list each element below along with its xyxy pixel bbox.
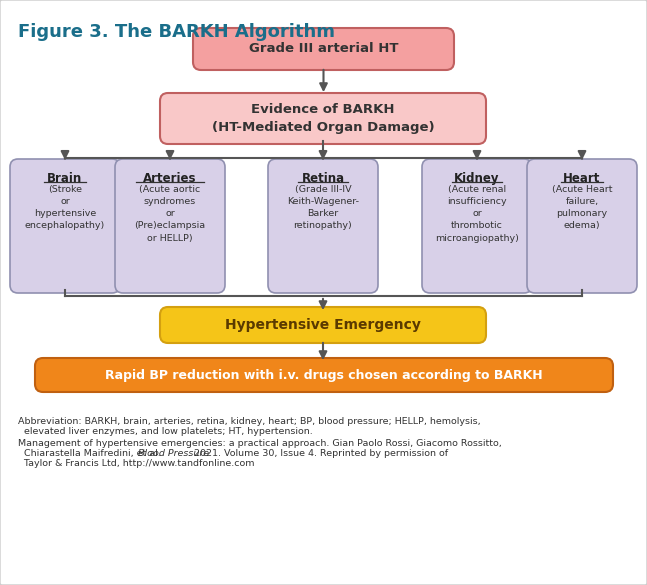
Text: (Acute Heart
failure,
pulmonary
edema): (Acute Heart failure, pulmonary edema) <box>552 185 612 230</box>
Text: Taylor & Francis Ltd, http://www.tandfonline.com: Taylor & Francis Ltd, http://www.tandfon… <box>18 459 254 468</box>
Text: Kidney: Kidney <box>454 172 499 185</box>
FancyBboxPatch shape <box>10 159 120 293</box>
FancyBboxPatch shape <box>160 307 486 343</box>
Text: Arteries: Arteries <box>143 172 197 185</box>
Text: Retina: Retina <box>302 172 345 185</box>
Text: Abbreviation: BARKH, brain, arteries, retina, kidney, heart; BP, blood pressure;: Abbreviation: BARKH, brain, arteries, re… <box>18 417 481 426</box>
Text: Brain: Brain <box>47 172 83 185</box>
FancyBboxPatch shape <box>35 358 613 392</box>
Text: Blood Pressure: Blood Pressure <box>138 449 210 458</box>
Text: (Acute aortic
syndromes
or
(Pre)eclampsia
or HELLP): (Acute aortic syndromes or (Pre)eclampsi… <box>135 185 206 243</box>
FancyBboxPatch shape <box>527 159 637 293</box>
Text: (Stroke
or
hypertensive
encephalopathy): (Stroke or hypertensive encephalopathy) <box>25 185 105 230</box>
Text: Management of hypertensive emergencies: a practical approach. Gian Paolo Rossi, : Management of hypertensive emergencies: … <box>18 439 502 448</box>
FancyBboxPatch shape <box>193 28 454 70</box>
Text: Hypertensive Emergency: Hypertensive Emergency <box>225 318 421 332</box>
Text: Grade III arterial HT: Grade III arterial HT <box>248 43 399 56</box>
Text: (Acute renal
insufficiency
or
thrombotic
microangiopathy): (Acute renal insufficiency or thrombotic… <box>435 185 519 243</box>
Text: (Grade III-IV
Keith-Wagener-
Barker
retinopathy): (Grade III-IV Keith-Wagener- Barker reti… <box>287 185 359 230</box>
FancyBboxPatch shape <box>268 159 378 293</box>
FancyBboxPatch shape <box>160 93 486 144</box>
Text: Rapid BP reduction with i.v. drugs chosen according to BARKH: Rapid BP reduction with i.v. drugs chose… <box>105 369 543 381</box>
Text: Heart: Heart <box>564 172 600 185</box>
Text: Chiarastella Maifredini, et al.: Chiarastella Maifredini, et al. <box>18 449 164 458</box>
Text: Evidence of BARKH
(HT-Mediated Organ Damage): Evidence of BARKH (HT-Mediated Organ Dam… <box>212 103 434 134</box>
FancyBboxPatch shape <box>115 159 225 293</box>
Text: Figure 3. The BARKH Algorithm: Figure 3. The BARKH Algorithm <box>18 23 335 41</box>
Text: elevated liver enzymes, and low platelets; HT, hypertension.: elevated liver enzymes, and low platelet… <box>18 427 313 436</box>
FancyBboxPatch shape <box>422 159 532 293</box>
Text: . 2021. Volume 30, Issue 4. Reprinted by permission of: . 2021. Volume 30, Issue 4. Reprinted by… <box>188 449 448 458</box>
